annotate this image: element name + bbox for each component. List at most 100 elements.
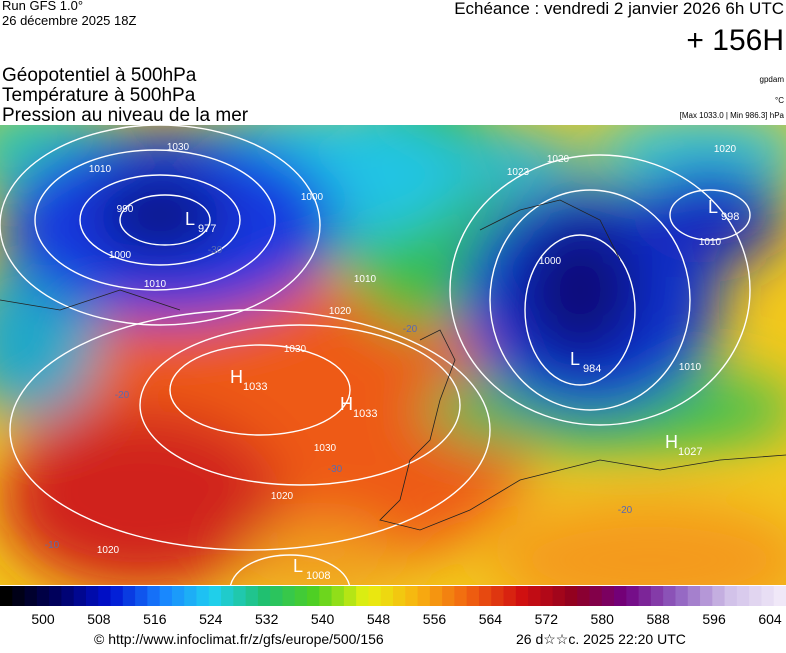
colorbar-label: 524 [199,611,223,627]
colorbar-swatch [528,586,541,606]
center-letter: H [230,367,243,387]
colorbar-swatch [343,586,357,606]
colorbar-swatch [614,586,627,606]
colorbar-swatch [110,586,124,606]
temperature-label: -20 [403,324,418,335]
isobar-label: 1000 [109,250,132,261]
colorbar-swatch [245,586,259,606]
isobar-label: 1020 [271,491,294,502]
colorbar-label: 540 [311,611,335,627]
echeance: Echéance : vendredi 2 janvier 2026 6h UT… [454,0,784,18]
colorbar-swatch [601,586,615,606]
colorbar-swatch [478,586,492,606]
center-value: 1033 [243,381,267,393]
isobar-label: 1010 [354,274,377,285]
colorbar-swatch [466,586,480,606]
colorbar-swatch [122,586,136,606]
isobar-label: 1010 [699,237,722,248]
colorbar-swatch [687,586,701,606]
isobar-label: 1020 [547,154,570,165]
colorbar-label: 580 [591,611,615,627]
colorbar-swatch [454,586,468,606]
colorbar-swatch [196,586,210,606]
colorbar-swatch [24,586,38,606]
colorbar-swatch [761,586,775,606]
map-title: Température à 500hPa [2,85,196,106]
unit: °C [775,96,784,105]
isobar-label: 1010 [144,279,167,290]
colorbar-swatch [208,586,222,606]
temperature-label: -30 [328,464,343,475]
isobar-label: 1020 [714,144,737,155]
colorbar-swatch [221,586,234,606]
colorbar-swatch [12,586,26,606]
colorbar-swatch [749,586,762,606]
colorbar-swatch [147,586,161,606]
center-letter: H [340,394,353,414]
colorbar-swatch [405,586,419,606]
colorbar-swatch [650,586,664,606]
run-date: 26 décembre 2025 18Z [2,13,136,28]
footer-url: © http://www.infoclimat.fr/z/gfs/europe/… [94,631,384,647]
coastlines [0,199,786,531]
colorbar-swatch [515,586,529,606]
colorbar-swatch [98,586,112,606]
colorbar-swatch [135,586,148,606]
center-letter: L [570,349,580,369]
run: Run GFS 1.0° [2,0,83,13]
isobar-label: 1000 [539,256,562,267]
colorbar-swatch [393,586,406,606]
isobar-label: 1010 [89,164,112,175]
isobar-label: 1030 [167,142,190,153]
colorbar-swatch [356,586,369,606]
colorbar-swatch [73,586,87,606]
colorbar-label: 532 [255,611,279,627]
colorbar-swatch [724,586,738,606]
colorbar-swatch [159,586,173,606]
isobar-label: 1023 [507,167,530,178]
temperature-label: -10 [45,540,60,551]
center-letter: H [665,432,678,452]
unit: [Max 1033.0 | Min 986.3] hPa [680,111,785,120]
colorbar-swatch [736,586,750,606]
map-title: Géopotentiel à 500hPa [2,65,197,86]
colorbar-swatch [307,586,320,606]
colorbar-label: 556 [423,611,447,627]
colorbar-label: 564 [479,611,503,627]
center-value: 977 [198,223,216,235]
colorbar-swatch [429,586,443,606]
colorbar-swatch [0,586,13,606]
center-letter: L [293,556,303,576]
temperature-label: -20 [618,505,633,516]
colorbar-swatch [36,586,50,606]
colorbar-swatch [257,586,271,606]
colorbar-swatch [85,586,99,606]
colorbar-swatch [184,586,197,606]
map [0,125,786,585]
center-letter: L [185,209,195,229]
colorbar-swatch [282,586,296,606]
colorbar-swatch [626,586,640,606]
colorbar-swatch [442,586,455,606]
colorbar-swatch [491,586,505,606]
temperature-label: -30 [208,245,223,256]
isobar-label: 1030 [284,344,307,355]
colorbar-swatch [675,586,689,606]
colorbar-swatch [552,586,566,606]
colorbar-label: 508 [87,611,111,627]
isobar-label: 1000 [301,192,324,203]
colorbar-label: 548 [367,611,391,627]
colorbar-swatch [61,586,75,606]
colorbar-label: 588 [646,611,670,627]
colorbar-swatch [564,586,578,606]
center-value: 998 [721,211,739,223]
colorbar-swatch [589,586,603,606]
colorbar-swatch [331,586,345,606]
colorbar-swatch [773,586,786,606]
center-value: 1027 [678,446,702,458]
isobar-label: 1030 [314,443,337,454]
center-value: 984 [583,363,601,375]
colorbar-label: 596 [702,611,726,627]
colorbar-swatch [380,586,394,606]
colorbar-swatch [417,586,431,606]
